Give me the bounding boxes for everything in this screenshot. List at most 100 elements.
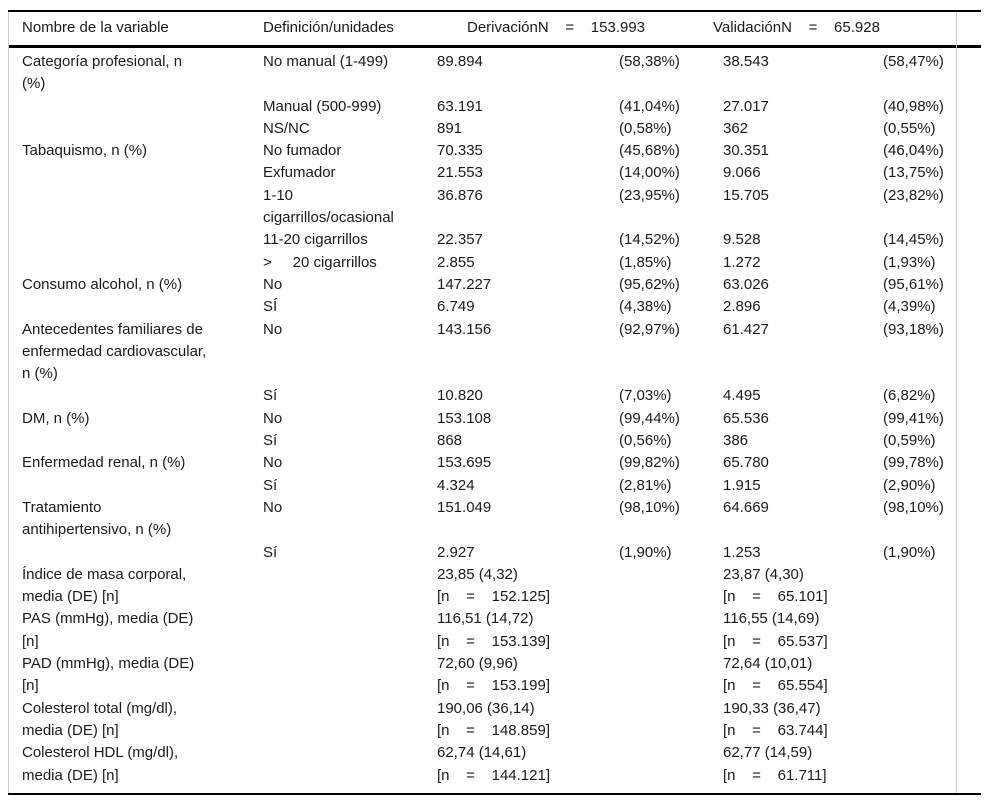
cell-c3: 10.820 (437, 387, 483, 405)
cell-c5: 27.017 (723, 97, 769, 115)
cell-c4: (92,97%) (619, 320, 680, 338)
table-row: Sí 2.927 (1,90%) 1.253 (1,90%) (22, 542, 972, 564)
cell-c5: 4.495 (723, 387, 761, 405)
table-row: DM, n (%) No 153.108 (99,44%) 65.536 (99,41%) (22, 408, 972, 430)
cell-c5: 9.528 (723, 231, 761, 249)
cell-c6: (2,90%) (883, 476, 936, 494)
cell-c4 (619, 653, 723, 654)
cell-c3: 22.357 (437, 231, 483, 249)
cell-c4 (619, 564, 723, 565)
cell-c4 (619, 742, 723, 743)
cell-c3: 153.695 (437, 454, 492, 472)
cell-c1: DM, n (%) (22, 409, 90, 427)
cell-c2: No fumador (263, 142, 342, 160)
cell-c1 (22, 296, 263, 297)
cell-c6: (6,82%) (883, 387, 936, 405)
cell-c6: (46,04%) (883, 142, 944, 160)
table-row: NS/NC 891 (0,58%) 362 (0,55%) (22, 118, 972, 140)
header-definition-units: Definición/unidades (263, 19, 394, 36)
header-validacion-n: ValidaciónN = 65.928 (713, 19, 880, 36)
cell-c5: 62,77 (14,59) [n = 61.711] (723, 744, 827, 784)
cell-c3: 36.876 (437, 186, 483, 204)
cell-c5: 9.066 (723, 164, 761, 182)
cell-c6 (883, 653, 972, 654)
table-row: Categoría profesional, n (%) No manual (1… (22, 51, 972, 96)
cell-c1: PAS (mmHg), media (DE) [n] (22, 610, 194, 650)
cell-c3: 72,60 (9,96) [n = 153.199] (437, 655, 550, 695)
cell-c5: 23,87 (4,30) [n = 65.101] (723, 565, 828, 606)
cell-c3: 4.324 (437, 476, 475, 494)
cell-c4: (7,03%) (619, 387, 672, 405)
cell-c2 (263, 564, 437, 565)
cell-c5: 72,64 (10,01) [n = 65.554] (723, 655, 828, 695)
cell-c6: (0,55%) (883, 119, 936, 137)
cell-c2: Sí (263, 432, 278, 450)
cell-c3: 21.553 (437, 164, 483, 182)
cell-c5: 116,55 (14,69) [n = 65.537] (723, 610, 828, 650)
cell-c2: Sí (263, 543, 278, 561)
table-row: 11-20 cigarrillos 22.357 (14,52%) 9.528 (14,… (22, 229, 972, 251)
cell-c5: 1.272 (723, 253, 761, 271)
cell-c6: (1,90%) (883, 543, 936, 561)
cell-c4: (0,58%) (619, 119, 672, 137)
cell-c1 (22, 542, 263, 543)
header-variable-name: Nombre de la variable (22, 19, 169, 36)
cell-c4: (23,95%) (619, 186, 680, 204)
cell-c2 (263, 608, 437, 609)
cell-c3: 23,85 (4,32) [n = 152.125] (437, 565, 550, 606)
table-row: Sí 4.324 (2,81%) 1.915 (2,90%) (22, 475, 972, 497)
cell-c1: Colesterol HDL (mg/dl), media (DE) [n] (22, 744, 179, 784)
cell-c4: (1,90%) (619, 543, 672, 561)
cell-c2: No (263, 454, 283, 472)
cell-c5: 65.780 (723, 454, 769, 472)
cell-c6: (4,39%) (883, 298, 936, 316)
table-row: PAD (mmHg), media (DE) [n] 72,60 (9,96) [… (22, 653, 972, 698)
cell-c6: (40,98%) (883, 97, 944, 115)
cell-c1 (22, 252, 263, 253)
cell-c4: (1,85%) (619, 253, 672, 271)
cell-c4: (45,68%) (619, 142, 680, 160)
cell-c3: 89.894 (437, 53, 483, 70)
baseline-characteristics-table: Nombre de la variable Definición/unidade… (8, 10, 981, 795)
table-row: > 20 cigarrillos 2.855 (1,85%) 1.272 (1,93%) (22, 252, 972, 274)
cell-c2: No (263, 498, 283, 516)
cell-c6: (1,93%) (883, 253, 936, 271)
cell-c3: 868 (437, 432, 463, 450)
cell-c2: Sí (263, 476, 278, 494)
cell-c1: Consumo alcohol, n (%) (22, 275, 183, 293)
cell-c6: (58,47%) (883, 53, 944, 70)
table-row: Colesterol HDL (mg/dl), media (DE) [n] 62… (22, 742, 972, 787)
table-header: Nombre de la variable Definición/unidade… (8, 12, 981, 48)
cell-c3: 62,74 (14,61) [n = 144.121] (437, 744, 550, 784)
cell-c6 (883, 608, 972, 609)
cell-c6: (0,59%) (883, 432, 936, 450)
cell-c1 (22, 475, 263, 476)
cell-c5: 61.427 (723, 320, 769, 338)
cell-c6: (93,18%) (883, 320, 944, 338)
cell-c1: Colesterol total (mg/dl), media (DE) [n] (22, 699, 178, 739)
cell-c4: (4,38%) (619, 298, 672, 316)
cell-c3: 116,51 (14,72) [n = 153.139] (437, 610, 550, 650)
cell-c2 (263, 653, 437, 654)
table-row: Exfumador 21.553 (14,00%) 9.066 (13,75%) (22, 162, 972, 184)
table-row: PAS (mmHg), media (DE) [n] 116,51 (14,72)… (22, 608, 972, 653)
cell-c1: Enfermedad renal, n (%) (22, 454, 186, 472)
cell-c5: 65.536 (723, 409, 769, 427)
cell-c3: 153.108 (437, 409, 492, 427)
cell-c4: (58,38%) (619, 53, 680, 70)
cell-c1 (22, 385, 263, 386)
cell-c2: Manual (500-999) (263, 97, 382, 115)
cell-c4: (41,04%) (619, 97, 680, 115)
table-row: Antecedentes familiares de enfermedad ca… (22, 319, 972, 386)
cell-c2: Exfumador (263, 164, 336, 182)
cell-c5: 1.253 (723, 543, 761, 561)
cell-c3: 891 (437, 119, 463, 137)
cell-c3: 147.227 (437, 275, 492, 293)
cell-c2: 11-20 cigarrillos (263, 231, 368, 249)
cell-c2: Sí (263, 387, 278, 405)
cell-c2 (263, 698, 437, 699)
cell-c5: 15.705 (723, 186, 769, 204)
cell-c1 (22, 430, 263, 431)
table-body: Categoría profesional, n (%) No manual (1… (8, 48, 981, 793)
cell-c3: 70.335 (437, 142, 483, 160)
